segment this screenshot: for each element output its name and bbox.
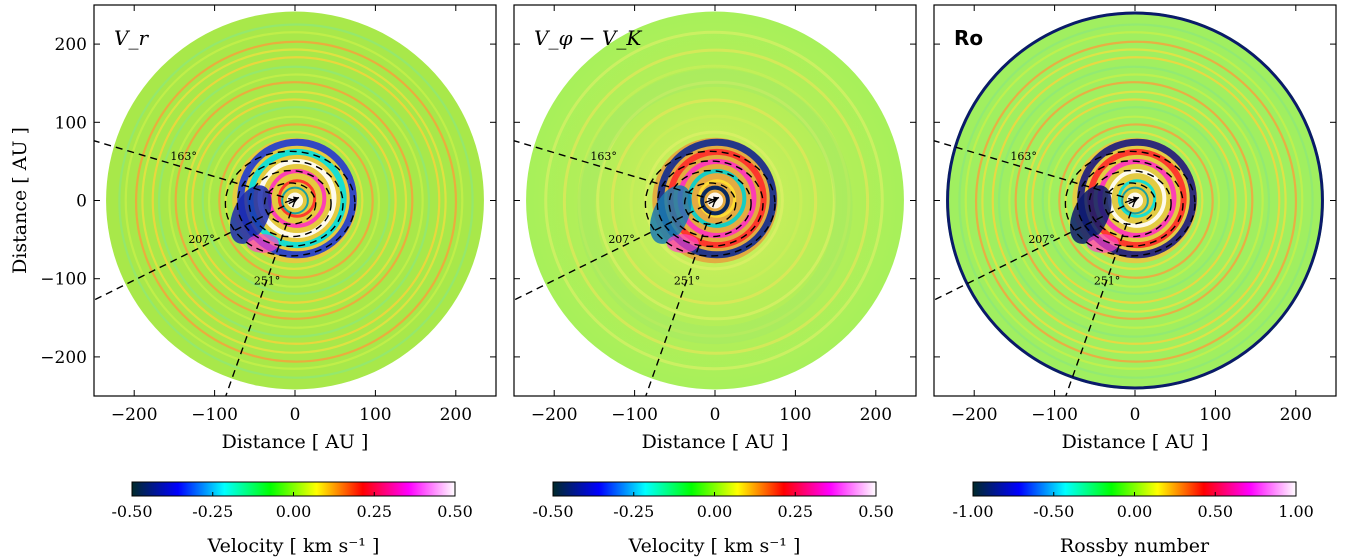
x-tick-label: −200 bbox=[531, 405, 578, 425]
colorbar-3: -1.00 -0.50 0.00 0.50 1.00 Rossby number bbox=[952, 482, 1313, 557]
x-tick-label: 0 bbox=[290, 405, 301, 425]
y-axis-label: Distance [ AU ] bbox=[9, 127, 31, 274]
colorbar-tick-label: -0.25 bbox=[613, 502, 654, 521]
colorbar-label: Velocity [ km s⁻¹ ] bbox=[207, 535, 380, 557]
x-tick-label: 0 bbox=[1130, 405, 1141, 425]
colorbar-tick-label: 0.50 bbox=[437, 502, 473, 521]
colorbar-tick-label: -0.50 bbox=[532, 502, 573, 521]
y-tick-label: 100 bbox=[55, 113, 87, 133]
panel-label: V_φ − V_K bbox=[534, 26, 642, 50]
vortex-lobe bbox=[667, 234, 699, 253]
x-tick-label: 200 bbox=[1280, 405, 1312, 425]
colorbar-tick-label: 0.00 bbox=[276, 502, 312, 521]
colorbar-tick-label: 0.50 bbox=[858, 502, 894, 521]
panel-label: Ro bbox=[954, 26, 983, 50]
y-tick-label: 200 bbox=[55, 35, 87, 55]
colorbar-tick-label: 0.00 bbox=[697, 502, 733, 521]
colorbar-tick-label: 0.00 bbox=[1117, 502, 1153, 521]
angle-label-163: 163° bbox=[590, 150, 617, 163]
x-tick-label: −100 bbox=[191, 405, 238, 425]
x-axis-label: Distance [ AU ] bbox=[222, 431, 369, 453]
angle-label-251: 251° bbox=[1094, 275, 1121, 288]
plot-area: 163° 207° 251° bbox=[858, 12, 1324, 467]
colorbar-label: Rossby number bbox=[1060, 535, 1210, 557]
panel-3: 163° 207° 251° −200 −100 0 100 200 Distance [ AU… bbox=[858, 5, 1336, 467]
angle-label-163: 163° bbox=[1010, 150, 1037, 163]
colorbar-tick-label: 0.50 bbox=[1197, 502, 1233, 521]
x-tick-label: 200 bbox=[860, 405, 892, 425]
x-tick-label: −200 bbox=[951, 405, 998, 425]
angle-label-163: 163° bbox=[170, 150, 197, 163]
y-tick-label: 0 bbox=[76, 192, 87, 212]
colorbar-2: -0.50 -0.25 0.00 0.25 0.50 Velocity [ km s⁻¹ … bbox=[532, 482, 893, 557]
angle-label-251: 251° bbox=[254, 275, 281, 288]
vortex-lobe bbox=[1087, 234, 1119, 253]
angle-label-251: 251° bbox=[674, 275, 701, 288]
angle-label-207: 207° bbox=[608, 233, 635, 246]
y-tick-label: −100 bbox=[40, 270, 87, 290]
plot-area: 163° 207° 251° bbox=[438, 12, 904, 467]
plot-area: 163° 207° 251° bbox=[18, 12, 484, 467]
panel-2: 163° 207° 251° −200 −100 0 100 200 Distance [ AU… bbox=[438, 5, 916, 467]
colorbar-tick-label: 1.00 bbox=[1278, 502, 1314, 521]
x-axis-label: Distance [ AU ] bbox=[1062, 431, 1209, 453]
x-tick-label: 0 bbox=[710, 405, 721, 425]
colorbar-tick-label: 0.25 bbox=[356, 502, 392, 521]
y-tick-label: −200 bbox=[40, 348, 87, 368]
colorbar-tick-label: 0.25 bbox=[777, 502, 813, 521]
x-axis-label: Distance [ AU ] bbox=[642, 431, 789, 453]
panel-label: V_r bbox=[114, 26, 149, 50]
colorbar-tick-label: -1.00 bbox=[952, 502, 993, 521]
panel-1: 163° 207° 251° −200 −100 0 100 200 −200 −100 0 100 2… bbox=[9, 5, 496, 467]
colorbar-tick-label: -0.25 bbox=[192, 502, 233, 521]
x-tick-label: 100 bbox=[779, 405, 811, 425]
colorbar-tick-label: -0.50 bbox=[111, 502, 152, 521]
colorbar-tick-label: -0.50 bbox=[1033, 502, 1074, 521]
x-tick-label: 100 bbox=[1199, 405, 1231, 425]
x-tick-label: −200 bbox=[111, 405, 158, 425]
x-tick-label: 100 bbox=[359, 405, 391, 425]
x-tick-label: −100 bbox=[1031, 405, 1078, 425]
colorbar-label: Velocity [ km s⁻¹ ] bbox=[628, 535, 801, 557]
vortex-lobe bbox=[247, 234, 279, 253]
x-tick-label: 200 bbox=[440, 405, 472, 425]
colorbar-1: -0.50 -0.25 0.00 0.25 0.50 Velocity [ km s⁻¹ … bbox=[111, 482, 472, 557]
angle-label-207: 207° bbox=[188, 233, 215, 246]
angle-label-207: 207° bbox=[1028, 233, 1055, 246]
x-tick-label: −100 bbox=[611, 405, 658, 425]
